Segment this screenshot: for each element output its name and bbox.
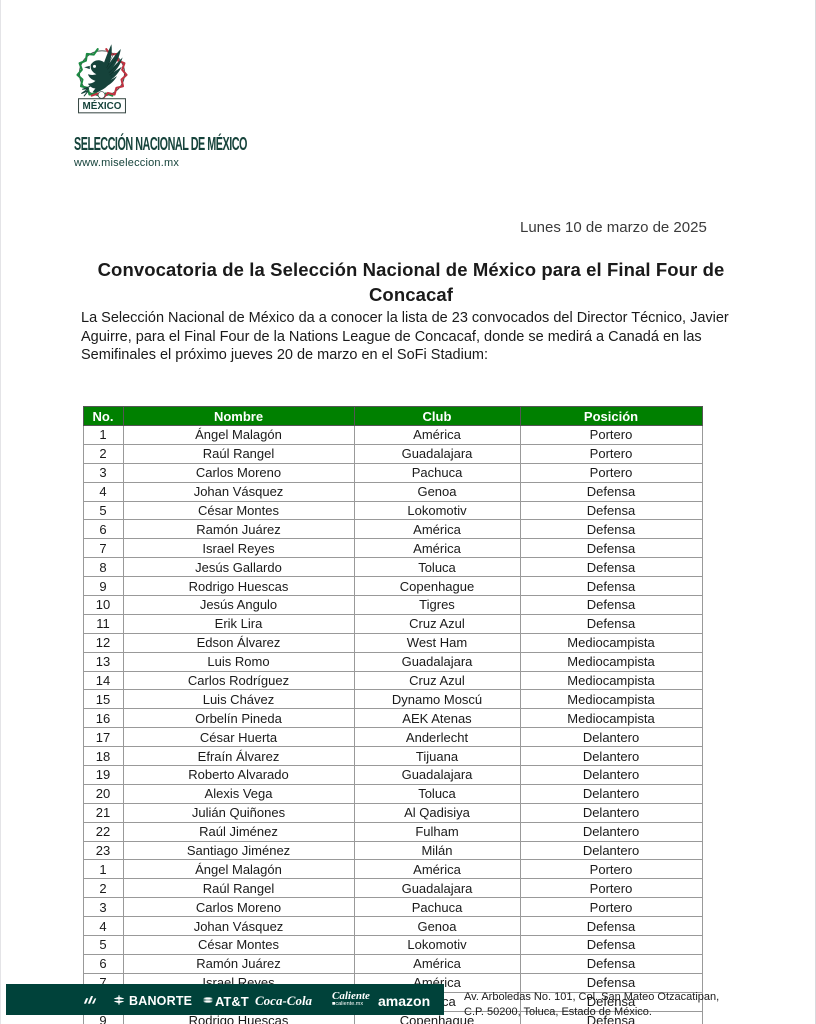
svg-text:MÉXICO: MÉXICO — [83, 101, 122, 112]
